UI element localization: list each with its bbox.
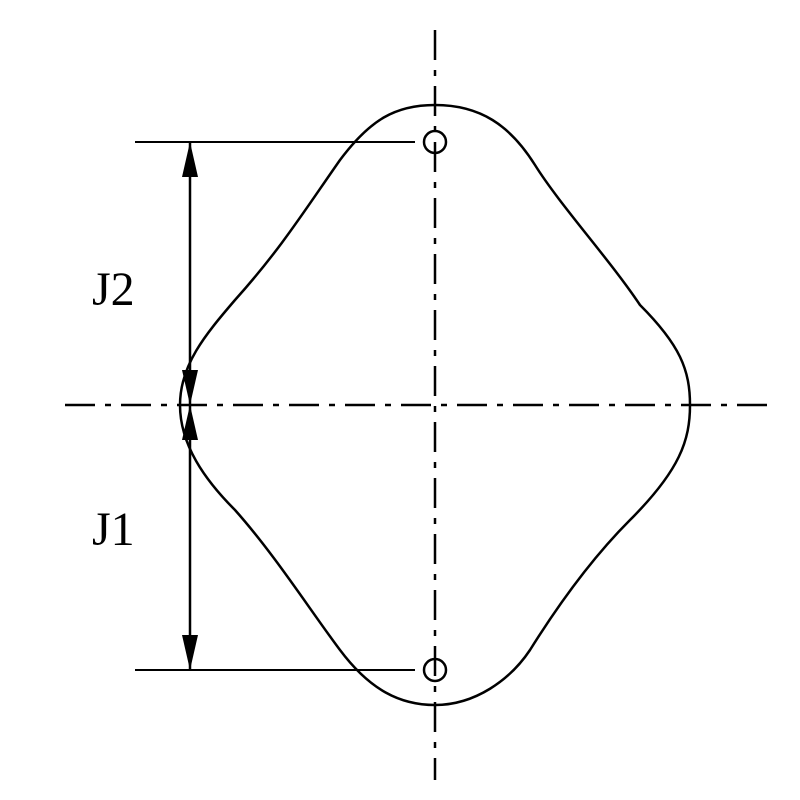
- dimension-J1: J1: [92, 405, 415, 670]
- engineering-diagram: J2 J1: [0, 0, 800, 800]
- dimension-label-J1: J1: [92, 503, 135, 556]
- arrowhead-0: [182, 405, 198, 440]
- arrowhead-0: [182, 142, 198, 177]
- arrowhead-1: [182, 370, 198, 405]
- arrowhead-1: [182, 635, 198, 670]
- dimension-label-J2: J2: [92, 263, 135, 316]
- dimension-J2: J2: [92, 142, 415, 405]
